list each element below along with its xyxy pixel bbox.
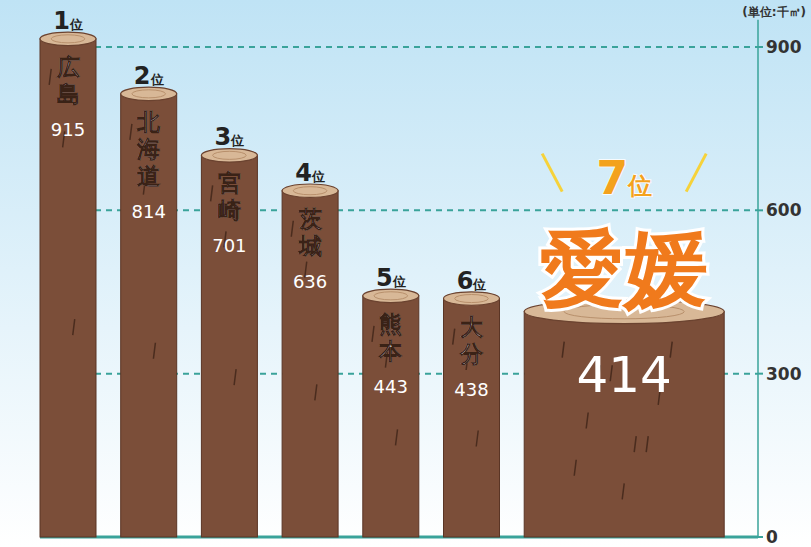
bark-streak xyxy=(372,326,374,342)
y-axis-line xyxy=(757,20,759,537)
tick-mark xyxy=(758,209,763,211)
rank-unit: 位 xyxy=(230,133,244,148)
bark-streak xyxy=(646,436,648,452)
tick-mark xyxy=(758,46,763,48)
tick-label: 600 xyxy=(766,200,802,220)
labels: 1位広島9152位北海道8143位宮崎7014位茨城6365位熊本4436位大分… xyxy=(51,7,708,404)
rank-number: 2 xyxy=(134,62,151,90)
tick-label: 300 xyxy=(766,364,802,384)
rank-number: 6 xyxy=(457,267,474,295)
rank-label: 5位 xyxy=(376,264,406,292)
sparkle xyxy=(542,154,562,192)
value-label: 438 xyxy=(454,379,488,400)
bark-streak xyxy=(130,124,132,140)
category-char: 島 xyxy=(57,81,80,107)
category-char: 大 xyxy=(460,314,484,340)
unit-label: (単位:千㎥) xyxy=(742,5,806,19)
rank-label: 7位 xyxy=(596,151,652,205)
category-char: 城 xyxy=(298,233,322,259)
category-char: 崎 xyxy=(218,197,241,223)
bark-streak xyxy=(153,343,155,359)
bar-ring xyxy=(51,35,85,43)
category-label: 北海道 xyxy=(136,109,161,189)
rank-unit: 位 xyxy=(472,277,486,292)
bark-streak xyxy=(476,431,478,447)
bar xyxy=(444,299,500,537)
bark-streak xyxy=(453,329,455,345)
bar xyxy=(121,94,177,537)
tick-label: 900 xyxy=(766,37,802,57)
bark-streak xyxy=(315,384,317,400)
value-label: 915 xyxy=(51,119,85,140)
category-char: 道 xyxy=(137,163,160,189)
bar-ring xyxy=(455,295,489,303)
category-char: 本 xyxy=(378,338,403,364)
rank-number: 1 xyxy=(53,7,70,35)
rank-label: 2位 xyxy=(134,62,164,90)
category-char: 海 xyxy=(136,136,160,162)
rank-unit: 位 xyxy=(392,274,406,289)
bark-streak xyxy=(291,221,293,237)
rank-label: 6位 xyxy=(457,267,487,295)
bark-streak xyxy=(634,436,636,452)
bark-streak xyxy=(49,69,51,85)
value-label: 414 xyxy=(576,346,671,404)
grid-line xyxy=(40,46,758,48)
rank-label: 4位 xyxy=(295,159,325,187)
category-char: 広 xyxy=(56,54,80,80)
sparkle xyxy=(686,154,706,192)
rank-unit: 位 xyxy=(69,17,83,32)
bar xyxy=(282,191,338,537)
bar-ring xyxy=(293,187,327,195)
category-label: 愛媛 xyxy=(540,220,708,318)
bark-streak xyxy=(586,412,588,428)
background xyxy=(0,0,811,547)
bark-streak xyxy=(574,460,576,476)
bark-streak xyxy=(562,342,564,358)
rank-number: 4 xyxy=(295,159,312,187)
rank-number: 7 xyxy=(596,151,628,205)
rank-number: 5 xyxy=(376,264,393,292)
bar xyxy=(40,39,96,537)
bars xyxy=(40,32,724,537)
tick-label: 0 xyxy=(766,527,778,547)
rank-label: 1位 xyxy=(53,7,83,35)
bar-ring xyxy=(374,292,408,300)
bar xyxy=(201,155,257,537)
category-label: 宮崎 xyxy=(218,170,241,223)
value-label: 443 xyxy=(374,376,408,397)
rank-number: 3 xyxy=(215,123,232,151)
tick-mark xyxy=(758,536,763,538)
rank-label: 3位 xyxy=(215,123,245,151)
bark-streak xyxy=(73,319,75,335)
category-char: 茨 xyxy=(298,206,322,232)
category-char: 熊 xyxy=(379,311,402,337)
bar-ring xyxy=(132,90,166,98)
bark-streak xyxy=(622,483,624,499)
rank-unit: 位 xyxy=(311,169,325,184)
chart: (単位:千㎥)03006009001位広島9152位北海道8143位宮崎7014… xyxy=(0,0,811,547)
category-char: 宮 xyxy=(218,170,241,196)
rank-unit: 位 xyxy=(627,172,652,200)
bark-streak xyxy=(234,369,236,385)
value-label: 701 xyxy=(212,235,246,256)
bar xyxy=(363,296,419,537)
bark-streak xyxy=(211,185,213,201)
rank-unit: 位 xyxy=(150,72,164,87)
tick-mark xyxy=(758,373,763,375)
value-label: 814 xyxy=(132,201,166,222)
bark-streak xyxy=(396,429,398,445)
value-label: 636 xyxy=(293,271,327,292)
category-char: 北 xyxy=(136,109,161,135)
bar xyxy=(524,312,724,537)
category-label: 広島 xyxy=(56,54,80,107)
category-char: 分 xyxy=(459,341,484,367)
category-label: 大分 xyxy=(459,314,484,367)
bar-ring xyxy=(213,151,247,159)
category-label: 茨城 xyxy=(298,206,322,259)
category-label: 熊本 xyxy=(378,311,403,364)
